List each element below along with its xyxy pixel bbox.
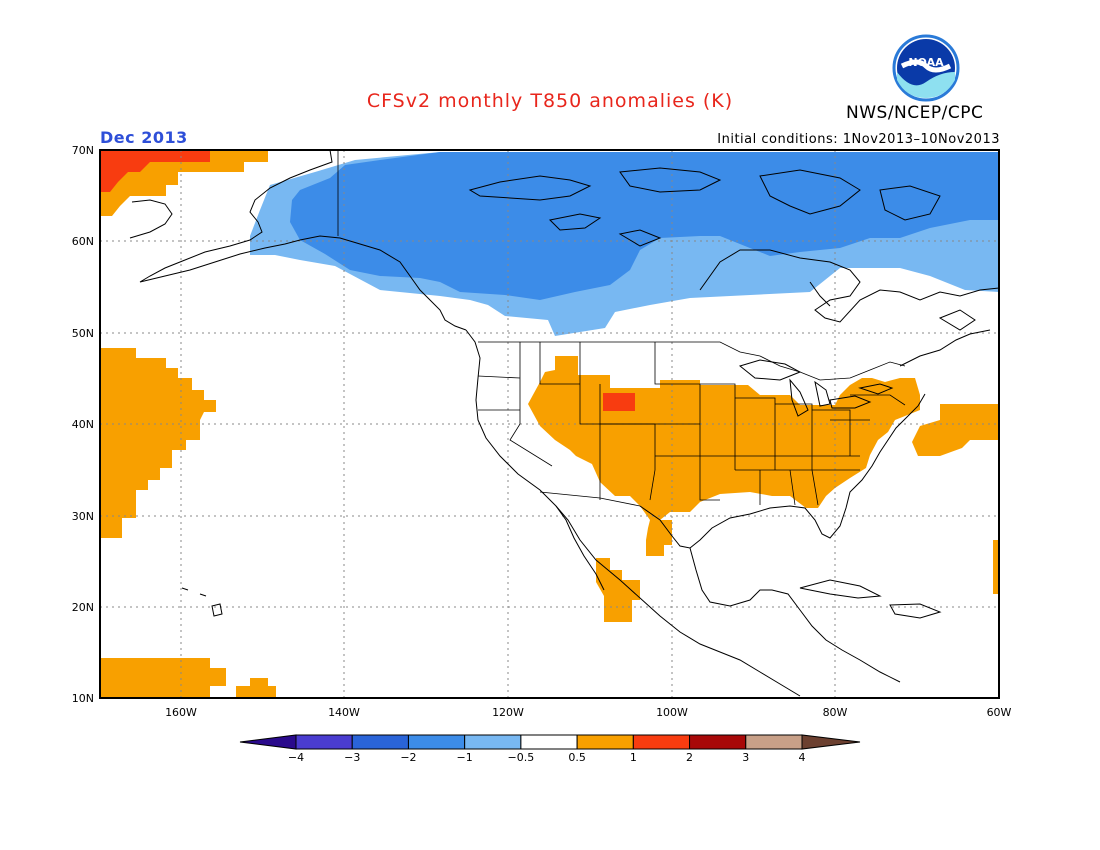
hot-anomaly-wyoming	[603, 393, 635, 411]
colorbar-high-arrow	[801, 734, 861, 750]
warm-anomaly-baja	[596, 558, 640, 622]
warm-anomaly-atlantic	[912, 404, 999, 456]
lon-label: 140W	[328, 706, 360, 719]
colorbar-label: 1	[630, 751, 637, 764]
lon-label: 80W	[823, 706, 848, 719]
lat-label: 70N	[72, 144, 94, 157]
colorbar-low-arrow	[239, 734, 297, 750]
lat-label: 10N	[72, 692, 94, 705]
chart-title: CFSv2 monthly T850 anomalies (K)	[366, 90, 734, 112]
borders	[337, 150, 906, 507]
colorbar-swatch	[407, 734, 466, 750]
colorbar-label: −1	[457, 751, 473, 764]
latitude-labels: 70N 60N 50N 40N 30N 20N 10N	[72, 144, 94, 705]
lat-label: 50N	[72, 327, 94, 340]
colorbar-swatch	[632, 734, 691, 750]
colorbar-swatch	[689, 734, 747, 750]
warm-anomaly-pacific	[100, 348, 216, 538]
colorbar-label: −4	[288, 751, 304, 764]
colorbar-label: −3	[344, 751, 360, 764]
hot-anomaly-bering	[100, 150, 210, 192]
warm-anomaly-texas-mexico	[646, 520, 672, 556]
colorbar-swatch	[745, 734, 803, 750]
colorbar-swatch	[351, 734, 409, 750]
lat-label: 30N	[72, 510, 94, 523]
map-panel	[99, 149, 1000, 699]
colorbar-label: −2	[400, 751, 416, 764]
lat-label: 60N	[72, 235, 94, 248]
colorbar-label: 3	[742, 751, 749, 764]
colorbar: −4 −3 −2 −1 −0.5 0.5 1 2 3 4	[239, 734, 861, 764]
forecast-period: Dec 2013	[100, 128, 188, 147]
colorbar-swatch	[576, 734, 634, 750]
warm-anomaly-east-atlantic	[993, 540, 999, 594]
noaa-logo-text: NOAA	[908, 56, 944, 69]
noaa-logo: NOAA	[892, 34, 960, 102]
lon-label: 120W	[492, 706, 524, 719]
colorbar-label: 4	[799, 751, 806, 764]
lat-label: 20N	[72, 601, 94, 614]
lon-label: 60W	[987, 706, 1012, 719]
longitude-labels: 160W 140W 120W 100W 80W 60W	[165, 706, 1011, 719]
lon-label: 160W	[165, 706, 197, 719]
colorbar-label: 0.5	[568, 751, 586, 764]
warm-anomaly-pacific-small-2	[250, 678, 268, 688]
colorbar-label: −0.5	[508, 751, 535, 764]
initial-conditions-label: Initial conditions: 1Nov2013–10Nov2013	[717, 132, 1000, 147]
warm-anomaly-pacific-small	[236, 686, 276, 698]
lon-label: 100W	[656, 706, 688, 719]
colorbar-swatch	[295, 734, 353, 750]
warm-anomaly-south-pacific	[100, 658, 226, 698]
agency-label: NWS/NCEP/CPC	[846, 103, 984, 123]
lat-label: 40N	[72, 418, 94, 431]
cold-anomaly-mid	[290, 152, 999, 300]
graticule	[100, 150, 999, 698]
colorbar-swatch	[464, 734, 522, 750]
colorbar-label: 2	[686, 751, 693, 764]
colorbar-swatch	[520, 734, 578, 750]
